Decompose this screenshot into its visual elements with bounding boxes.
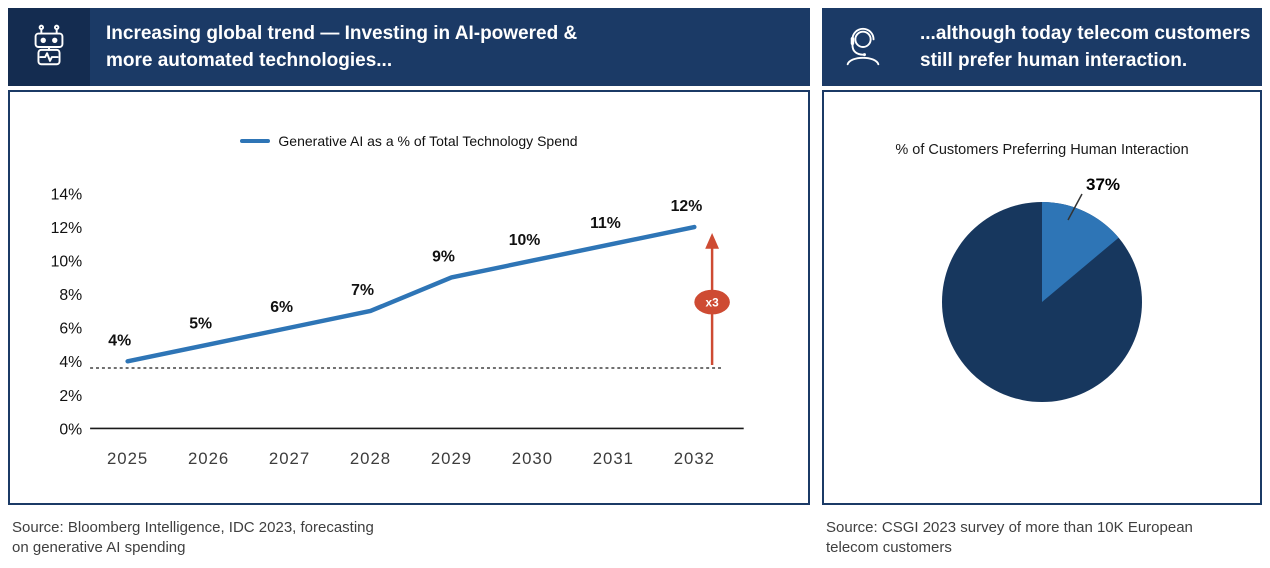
- svg-text:2032: 2032: [674, 449, 715, 468]
- svg-text:2025: 2025: [107, 449, 148, 468]
- line-chart-card: Generative AI as a % of Total Technology…: [8, 90, 810, 505]
- right-header-title: ...although today telecom customers stil…: [904, 8, 1258, 86]
- svg-text:6%: 6%: [270, 299, 293, 316]
- svg-text:5%: 5%: [189, 316, 212, 333]
- robot-icon: [8, 8, 90, 86]
- pie-chart-title: % of Customers Preferring Human Interact…: [895, 142, 1189, 158]
- svg-text:14%: 14%: [51, 186, 83, 203]
- svg-text:8%: 8%: [59, 287, 82, 304]
- legend-label: Generative AI as a % of Total Technology…: [278, 133, 578, 149]
- svg-text:2027: 2027: [269, 449, 310, 468]
- svg-text:6%: 6%: [59, 321, 82, 338]
- svg-text:2031: 2031: [593, 449, 634, 468]
- right-source: Source: CSGI 2023 survey of more than 10…: [826, 518, 1262, 559]
- headset-icon: [822, 8, 904, 86]
- svg-text:2030: 2030: [512, 449, 553, 468]
- svg-text:10%: 10%: [509, 232, 541, 249]
- svg-text:9%: 9%: [432, 249, 455, 266]
- left-source: Source: Bloomberg Intelligence, IDC 2023…: [12, 518, 810, 559]
- right-panel: ...although today telecom customers stil…: [822, 8, 1262, 559]
- svg-text:2028: 2028: [350, 449, 391, 468]
- pie-chart: 37%: [942, 175, 1142, 402]
- left-header: Increasing global trend — Investing in A…: [8, 8, 810, 86]
- svg-text:11%: 11%: [590, 215, 621, 232]
- svg-text:12%: 12%: [51, 220, 83, 237]
- left-source-line1: Source: Bloomberg Intelligence, IDC 2023…: [12, 519, 374, 536]
- right-source-line1: Source: CSGI 2023 survey of more than 10…: [826, 519, 1193, 536]
- svg-text:7%: 7%: [351, 282, 374, 299]
- left-title-line1: Increasing global trend — Investing in A…: [106, 23, 578, 44]
- right-title-line1: ...although today telecom customers: [920, 23, 1251, 44]
- line-chart-legend: Generative AI as a % of Total Technology…: [10, 92, 808, 150]
- svg-text:12%: 12%: [671, 198, 703, 215]
- svg-text:x3: x3: [706, 296, 720, 310]
- left-panel: Increasing global trend — Investing in A…: [8, 8, 810, 559]
- svg-text:2029: 2029: [431, 449, 472, 468]
- left-source-line2: on generative AI spending: [12, 539, 186, 557]
- line-chart: 0% 2% 4% 6% 8% 10% 12% 14% 2025 2026 2027 2028 2029 2…: [51, 186, 744, 468]
- svg-text:2026: 2026: [188, 449, 229, 468]
- svg-text:0%: 0%: [59, 421, 82, 438]
- svg-text:37%: 37%: [1086, 175, 1120, 194]
- right-title-line2: still prefer human interaction.: [920, 50, 1188, 71]
- right-source-line2: telecom customers: [826, 539, 952, 557]
- left-header-title: Increasing global trend — Investing in A…: [90, 8, 585, 86]
- right-header: ...although today telecom customers stil…: [822, 8, 1262, 86]
- svg-text:2%: 2%: [59, 388, 82, 405]
- svg-text:4%: 4%: [108, 333, 131, 350]
- left-title-line2: more automated technologies...: [106, 50, 393, 71]
- pie-chart-card: % of Customers Preferring Human Interact…: [822, 90, 1262, 505]
- legend-line-swatch: [240, 139, 271, 143]
- svg-text:10%: 10%: [51, 254, 83, 271]
- svg-text:4%: 4%: [59, 354, 82, 371]
